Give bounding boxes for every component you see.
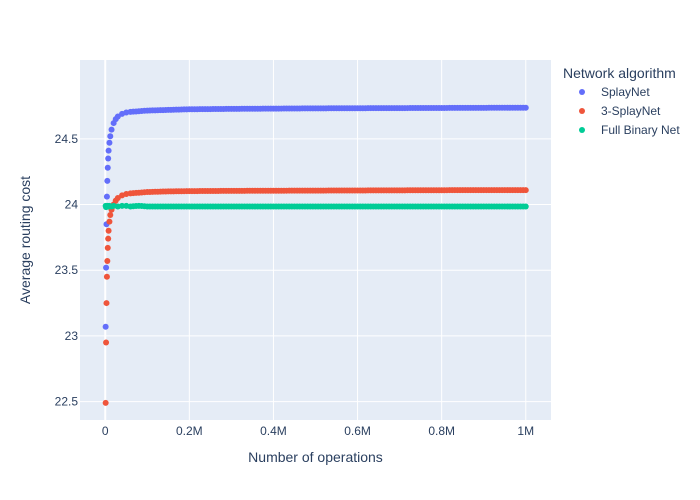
legend-marker [579, 89, 585, 95]
data-point [103, 273, 110, 280]
data-point [104, 164, 111, 171]
x-tick-label: 0.4M [260, 424, 287, 438]
y-tick-label: 23 [65, 329, 79, 343]
legend-item[interactable]: SplayNet [579, 85, 650, 99]
data-point [104, 177, 111, 184]
x-tick-label: 0.8M [428, 424, 455, 438]
data-point [119, 202, 126, 209]
data-point [522, 203, 529, 210]
x-tick-label: 0.6M [344, 424, 371, 438]
data-point [107, 133, 114, 140]
series-0 [102, 104, 529, 330]
data-point [522, 104, 529, 111]
x-axis-title: Number of operations [248, 449, 383, 465]
legend-label: Full Binary Net [601, 123, 680, 137]
y-axis-title: Average routing cost [17, 176, 33, 304]
series-1 [102, 187, 529, 406]
x-tick-label: 0 [102, 424, 109, 438]
data-point [102, 399, 109, 406]
plot-area [80, 60, 551, 420]
x-tick-label: 1M [517, 424, 534, 438]
data-point [103, 339, 110, 346]
data-point [105, 227, 112, 234]
data-point [102, 323, 109, 330]
data-point [106, 139, 113, 146]
y-tick-label: 22.5 [55, 395, 79, 409]
data-point [104, 258, 111, 265]
y-tick-label: 23.5 [55, 263, 79, 277]
legend-item[interactable]: Full Binary Net [579, 123, 680, 137]
legend-label: SplayNet [601, 85, 650, 99]
y-tick-label: 24.5 [55, 132, 79, 146]
legend-title: Network algorithm [563, 65, 676, 81]
data-point [105, 235, 112, 242]
data-point [106, 218, 113, 225]
x-axis-ticks: 0 0.2M 0.4M 0.6M 0.8M 1M [102, 424, 534, 438]
legend-marker [579, 127, 585, 133]
data-point [105, 147, 112, 154]
y-tick-label: 24 [65, 198, 79, 212]
x-tick-label: 0.2M [176, 424, 203, 438]
legend-item[interactable]: 3-SplayNet [579, 104, 661, 118]
data-point [104, 244, 111, 251]
data-point [108, 126, 115, 133]
legend[interactable]: Network algorithm SplayNet 3-SplayNet Full… [563, 65, 680, 137]
data-point [103, 264, 110, 271]
y-axis-ticks: 22.5 23 23.5 24 24.5 [55, 132, 79, 409]
data-point [105, 155, 112, 162]
data-points [102, 104, 529, 406]
data-point [522, 187, 529, 194]
legend-label: 3-SplayNet [601, 104, 661, 118]
data-point [103, 300, 110, 307]
series-2 [102, 202, 529, 211]
legend-marker [579, 108, 585, 114]
data-point [103, 193, 110, 200]
data-point [107, 212, 114, 219]
